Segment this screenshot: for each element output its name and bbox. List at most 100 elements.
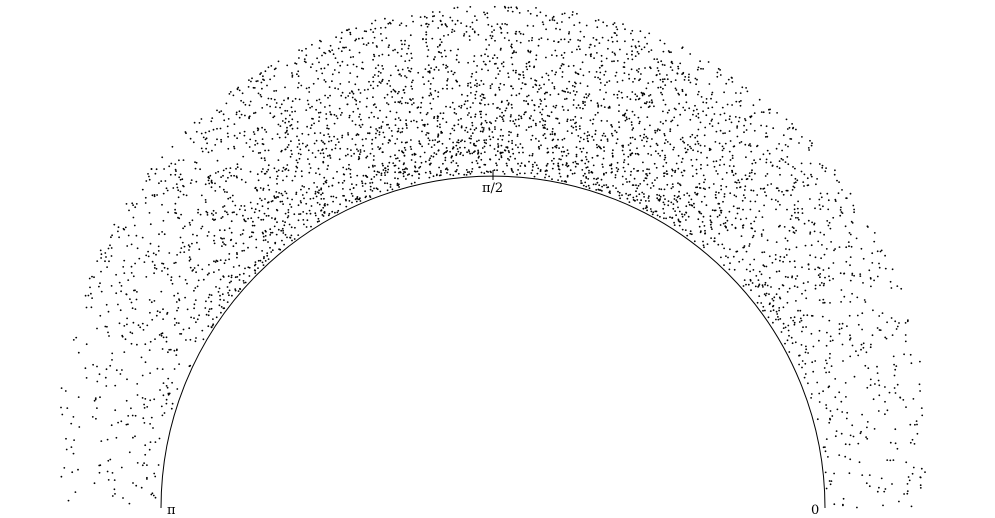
point: [372, 58, 374, 61]
point: [515, 125, 518, 128]
point: [315, 99, 318, 102]
point: [492, 57, 494, 60]
point: [622, 166, 625, 169]
point: [228, 93, 231, 95]
point: [398, 183, 400, 186]
point: [243, 134, 246, 137]
point: [601, 185, 603, 188]
point: [432, 155, 435, 158]
point: [256, 80, 259, 82]
point: [183, 251, 186, 254]
point: [670, 120, 672, 123]
point: [184, 279, 187, 281]
point: [570, 125, 573, 128]
point: [87, 294, 90, 297]
point: [665, 139, 667, 141]
point: [616, 138, 619, 141]
point: [314, 212, 317, 215]
point: [372, 42, 374, 44]
point: [738, 260, 741, 263]
point: [235, 113, 238, 116]
point: [331, 210, 334, 213]
point: [634, 55, 637, 57]
point: [249, 170, 252, 173]
point: [380, 125, 383, 128]
point: [511, 10, 514, 13]
point: [723, 193, 726, 195]
point: [365, 156, 368, 159]
point: [266, 84, 268, 87]
point: [392, 19, 394, 22]
point: [710, 93, 713, 96]
point: [273, 98, 276, 101]
point: [511, 148, 514, 151]
point: [284, 221, 286, 224]
point: [688, 107, 691, 110]
point: [259, 73, 261, 76]
point: [267, 201, 269, 204]
point: [764, 281, 767, 284]
point: [280, 112, 283, 115]
point: [647, 197, 650, 199]
point: [489, 121, 491, 123]
point: [201, 329, 204, 332]
point: [179, 236, 182, 239]
point: [389, 183, 392, 186]
point: [207, 314, 210, 317]
point: [294, 62, 296, 65]
point: [117, 421, 119, 424]
point: [669, 66, 672, 68]
point: [588, 134, 591, 137]
point: [822, 284, 825, 287]
point: [561, 89, 564, 92]
point: [626, 181, 628, 183]
point: [402, 88, 405, 91]
point: [323, 197, 325, 200]
point: [664, 84, 667, 86]
point: [285, 192, 288, 195]
point: [551, 130, 554, 133]
point: [119, 373, 122, 375]
point: [531, 99, 533, 102]
point: [132, 216, 135, 219]
point: [365, 105, 368, 108]
point: [745, 268, 748, 271]
point: [281, 170, 284, 173]
point: [586, 137, 589, 140]
point: [472, 151, 475, 154]
point: [464, 129, 466, 132]
point: [567, 152, 570, 155]
point: [245, 142, 248, 144]
point: [445, 105, 447, 108]
point: [841, 322, 844, 325]
point: [260, 72, 262, 74]
point: [311, 43, 313, 46]
point: [581, 159, 584, 162]
point: [182, 227, 185, 230]
point: [191, 219, 194, 222]
point: [636, 152, 639, 155]
point: [643, 196, 645, 198]
point: [202, 338, 205, 341]
point: [442, 63, 445, 66]
point: [242, 101, 245, 104]
point: [866, 426, 868, 429]
point: [907, 476, 910, 478]
point: [244, 181, 247, 184]
point: [631, 58, 634, 61]
point: [317, 167, 320, 170]
point: [708, 83, 711, 85]
point: [689, 145, 691, 148]
point: [356, 133, 359, 135]
point: [706, 164, 709, 167]
point: [444, 156, 447, 159]
point: [229, 239, 232, 242]
point: [670, 187, 673, 190]
point: [586, 85, 589, 87]
point: [263, 257, 265, 260]
point: [648, 50, 650, 53]
point: [629, 142, 632, 145]
point: [339, 203, 341, 206]
point: [287, 169, 290, 172]
point: [312, 82, 315, 85]
